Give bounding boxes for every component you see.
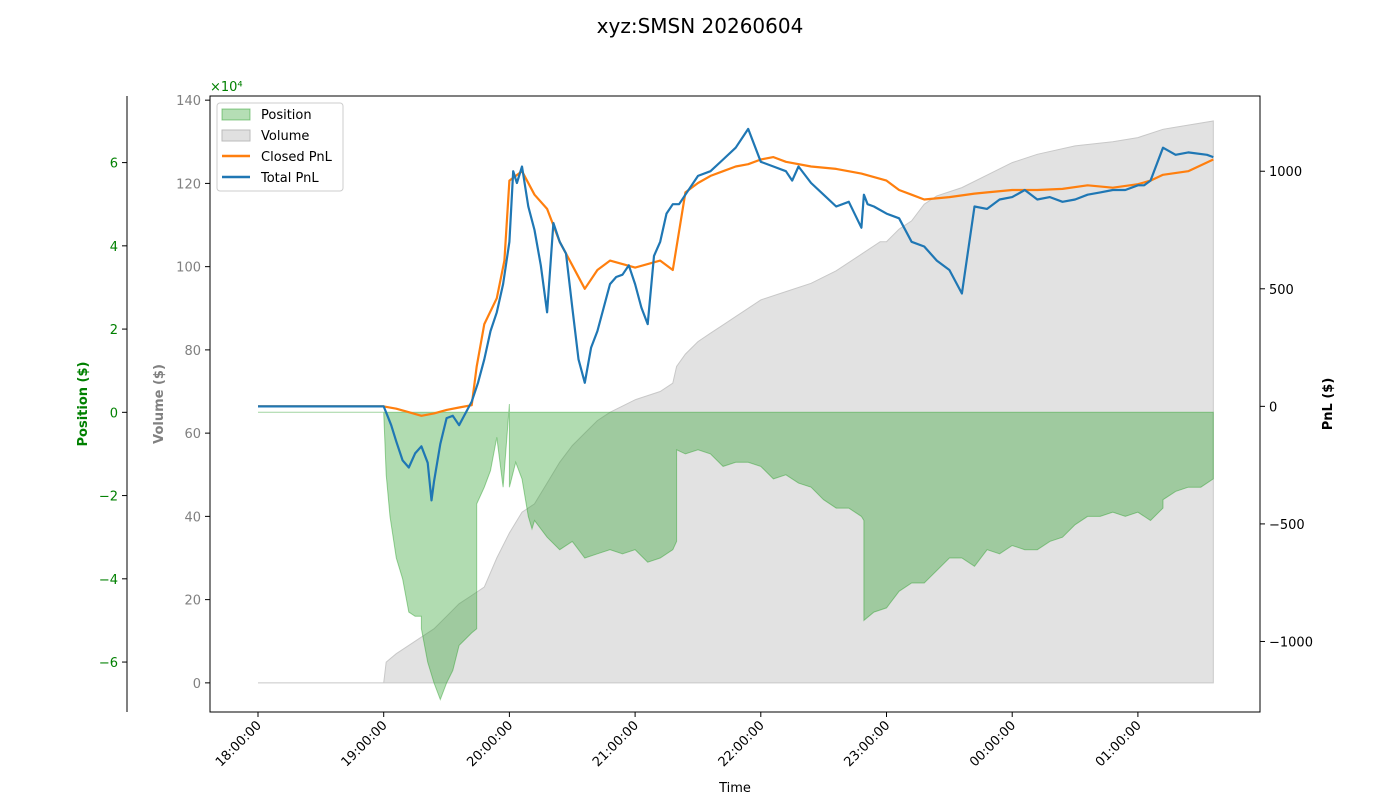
volume-area [258,120,1214,684]
position-tick-label: −6 [99,656,118,671]
closed-pnl-series [258,156,1214,417]
position-series [258,403,1214,701]
x-tick-label: 21:00:00 [590,718,642,770]
volume-tick-label: 60 [184,427,201,442]
pnl-axis-label: PnL ($) [1321,378,1336,431]
volume-tick-label: 40 [184,510,201,525]
closed-pnl-line [258,156,1214,417]
pnl-tick-label: −1000 [1269,635,1313,650]
total-pnl-series [258,127,1214,502]
position-axis-label: Position ($) [76,362,91,447]
x-tick-label: 01:00:00 [1093,718,1145,770]
legend-swatch-volume [221,129,251,142]
volume-axis: 0 20 40 60 80 100 120 140 [176,94,210,692]
position-tick-label: 2 [110,323,118,338]
x-axis-label: Time [718,781,751,796]
x-tick-label: 00:00:00 [967,718,1019,770]
pnl-tick-label: 1000 [1269,165,1302,180]
legend-swatch-position [221,108,251,121]
legend-label-position: Position [261,108,312,123]
x-tick-label: 19:00:00 [339,718,391,770]
x-axis: 18:00:00 19:00:00 20:00:00 21:00:00 22:00:00… [213,712,1145,770]
position-tick-label: −4 [99,573,118,588]
position-area [258,403,1214,701]
plot-frame [209,95,1261,713]
chart-title: xyz:SMSN 20260604 [597,14,804,38]
pnl-axis: −1000 −500 0 500 1000 [1260,165,1313,650]
x-tick-label: 23:00:00 [841,718,893,770]
x-tick-label: 18:00:00 [213,718,265,770]
pnl-tick-label: 500 [1269,283,1294,298]
pnl-tick-label: 0 [1269,400,1277,415]
volume-tick-label: 20 [184,594,201,609]
position-tick-label: 4 [110,240,118,255]
x-tick-label: 22:00:00 [716,718,768,770]
x-tick-label: 20:00:00 [464,718,516,770]
volume-tick-label: 140 [176,94,201,109]
legend: Position Volume Closed PnL Total PnL [216,102,344,192]
volume-axis-label: Volume ($) [152,364,167,444]
legend-label-closed-pnl: Closed PnL [261,150,333,165]
volume-series [258,120,1214,684]
total-pnl-line [258,127,1214,502]
position-tick-label: −2 [99,490,118,505]
position-tick-label: 0 [110,406,118,421]
volume-tick-label: 120 [176,177,201,192]
position-tick-label: 6 [110,157,118,172]
volume-tick-label: 0 [193,677,201,692]
legend-box [216,102,344,192]
pnl-tick-label: −500 [1269,518,1305,533]
position-scale-label: ×10⁴ [210,80,243,95]
volume-tick-label: 100 [176,261,201,276]
legend-label-volume: Volume [261,129,309,144]
legend-label-total-pnl: Total PnL [260,171,319,186]
volume-tick-label: 80 [184,344,201,359]
position-axis: −6 −4 −2 0 2 4 6 [99,96,128,712]
